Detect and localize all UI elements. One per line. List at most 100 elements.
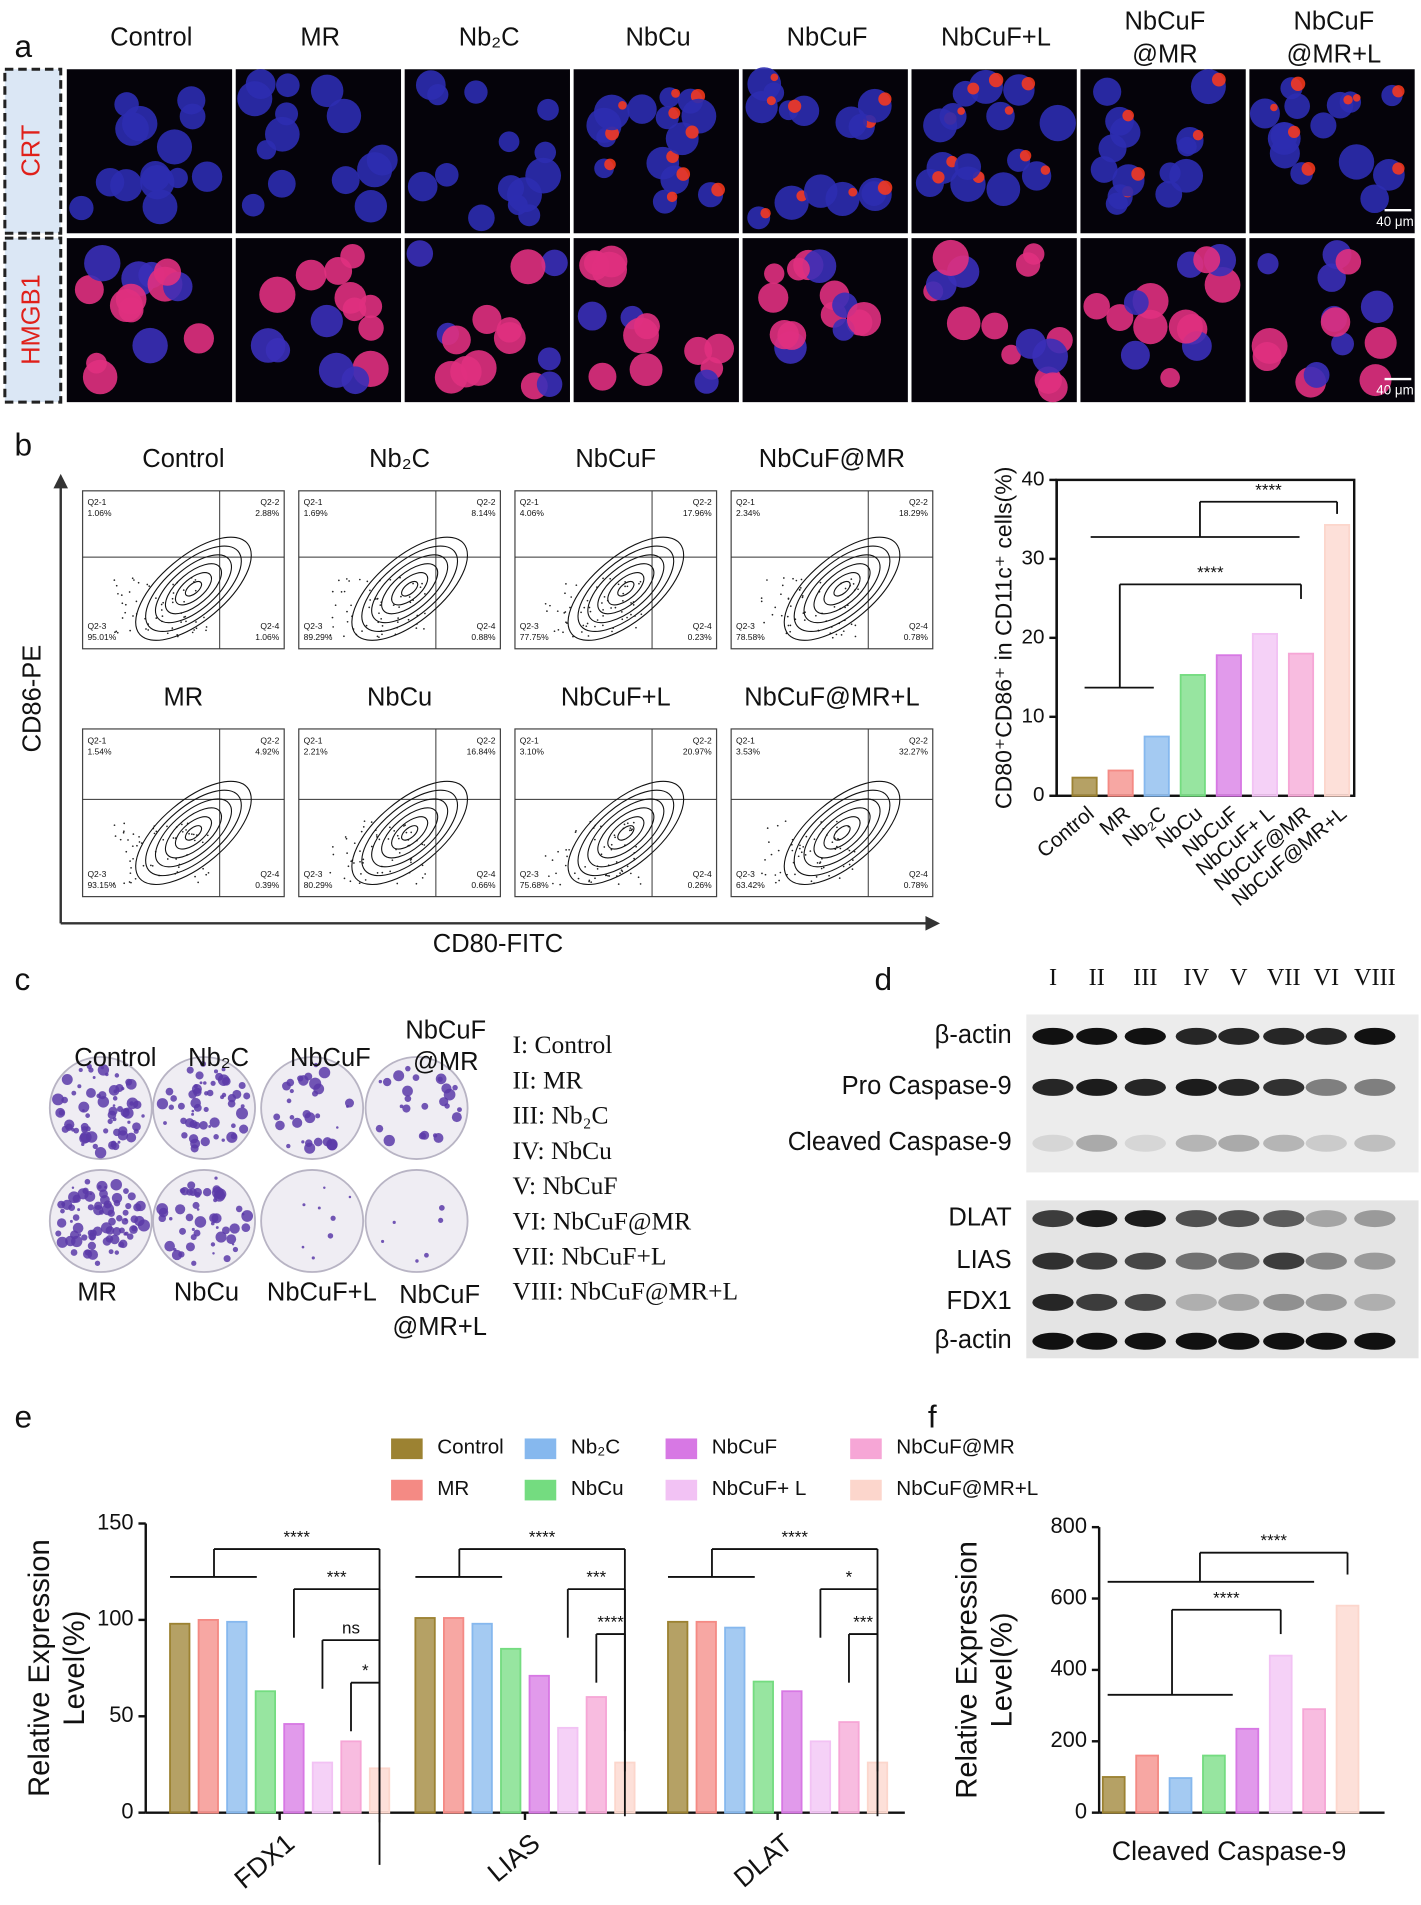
panel-label: c [15, 961, 31, 997]
event [397, 617, 399, 619]
event [764, 859, 766, 861]
quadrant-value: 8.14% [471, 508, 496, 518]
cell [1310, 112, 1337, 139]
event [419, 586, 422, 589]
event [396, 834, 399, 837]
event [546, 610, 548, 612]
quadrant-value: 3.53% [736, 746, 761, 756]
colony [125, 1078, 133, 1086]
event [802, 845, 805, 848]
y-tick-label: 600 [1051, 1584, 1087, 1609]
band [1175, 1027, 1217, 1045]
event [381, 633, 383, 636]
band [1076, 1134, 1118, 1152]
colony [185, 1242, 195, 1252]
event [376, 635, 379, 638]
colony [191, 1112, 195, 1116]
colony [187, 1181, 196, 1190]
contour [793, 789, 891, 877]
cell [577, 301, 607, 331]
event [633, 857, 635, 860]
event [798, 589, 801, 591]
cell [802, 249, 837, 283]
event [602, 608, 604, 611]
x-tick-label: Cleaved Caspase-9 [1112, 1836, 1347, 1866]
event [130, 866, 132, 869]
contour [164, 563, 222, 615]
cell [1360, 184, 1389, 214]
event [185, 620, 187, 623]
event [803, 619, 806, 621]
sig-label: *** [327, 1568, 347, 1587]
colony [286, 1143, 291, 1149]
event [622, 599, 624, 602]
cell [354, 190, 388, 223]
colony [125, 1202, 132, 1210]
event [801, 596, 804, 599]
colony [418, 1132, 427, 1140]
quadrant-value: 2.34% [736, 508, 761, 518]
event [398, 851, 401, 854]
colony-legend: VII: NbCuF+L [513, 1242, 667, 1271]
cell [525, 157, 562, 194]
event [596, 619, 599, 621]
quadrant-name: Q2-2 [909, 735, 928, 745]
quadrant-name: Q2-4 [477, 621, 496, 631]
colony [231, 1123, 236, 1129]
event [789, 624, 792, 627]
panel-label: b [15, 426, 33, 462]
event [391, 859, 394, 862]
band [1263, 1210, 1305, 1228]
colony [113, 1199, 121, 1207]
colony [210, 1242, 216, 1247]
cell [633, 313, 660, 340]
event [194, 875, 196, 878]
event [786, 615, 789, 618]
quadrant-name: Q2-3 [304, 869, 323, 879]
stain [668, 107, 681, 119]
quadrant-name: Q2-3 [87, 869, 106, 879]
quadrant-value: 1.06% [255, 632, 280, 642]
event [619, 872, 621, 874]
event [135, 600, 138, 603]
event [400, 595, 402, 598]
panel-label: e [15, 1398, 33, 1434]
event [346, 852, 348, 854]
event [132, 857, 134, 860]
colony [80, 1122, 89, 1131]
band [1305, 1134, 1347, 1152]
colony [451, 1112, 462, 1123]
colony [186, 1066, 194, 1074]
event [763, 621, 765, 624]
event [609, 577, 612, 580]
cell [835, 106, 868, 139]
cell [1106, 304, 1134, 332]
colony [129, 1101, 134, 1106]
colony [185, 1213, 194, 1222]
event [338, 579, 340, 582]
band [1076, 1332, 1118, 1350]
legend-label: Control [437, 1436, 504, 1459]
quadrant-name: Q2-1 [520, 735, 539, 745]
event [818, 862, 821, 864]
cell [1251, 327, 1288, 364]
colony [304, 1072, 313, 1081]
y-tick-label: 50 [109, 1702, 133, 1727]
event [147, 629, 150, 631]
plate [260, 1169, 365, 1273]
sig-label: *** [853, 1613, 873, 1632]
event [583, 606, 586, 609]
colony [213, 1198, 218, 1203]
event [148, 585, 151, 587]
event [614, 606, 617, 609]
stain [1392, 85, 1405, 98]
colony [179, 1227, 186, 1235]
colony [121, 1086, 125, 1091]
event [370, 821, 373, 823]
contour [184, 580, 203, 597]
event [389, 870, 392, 873]
colony [127, 1120, 131, 1124]
cell [84, 245, 121, 282]
event [358, 882, 361, 885]
event [635, 626, 637, 629]
